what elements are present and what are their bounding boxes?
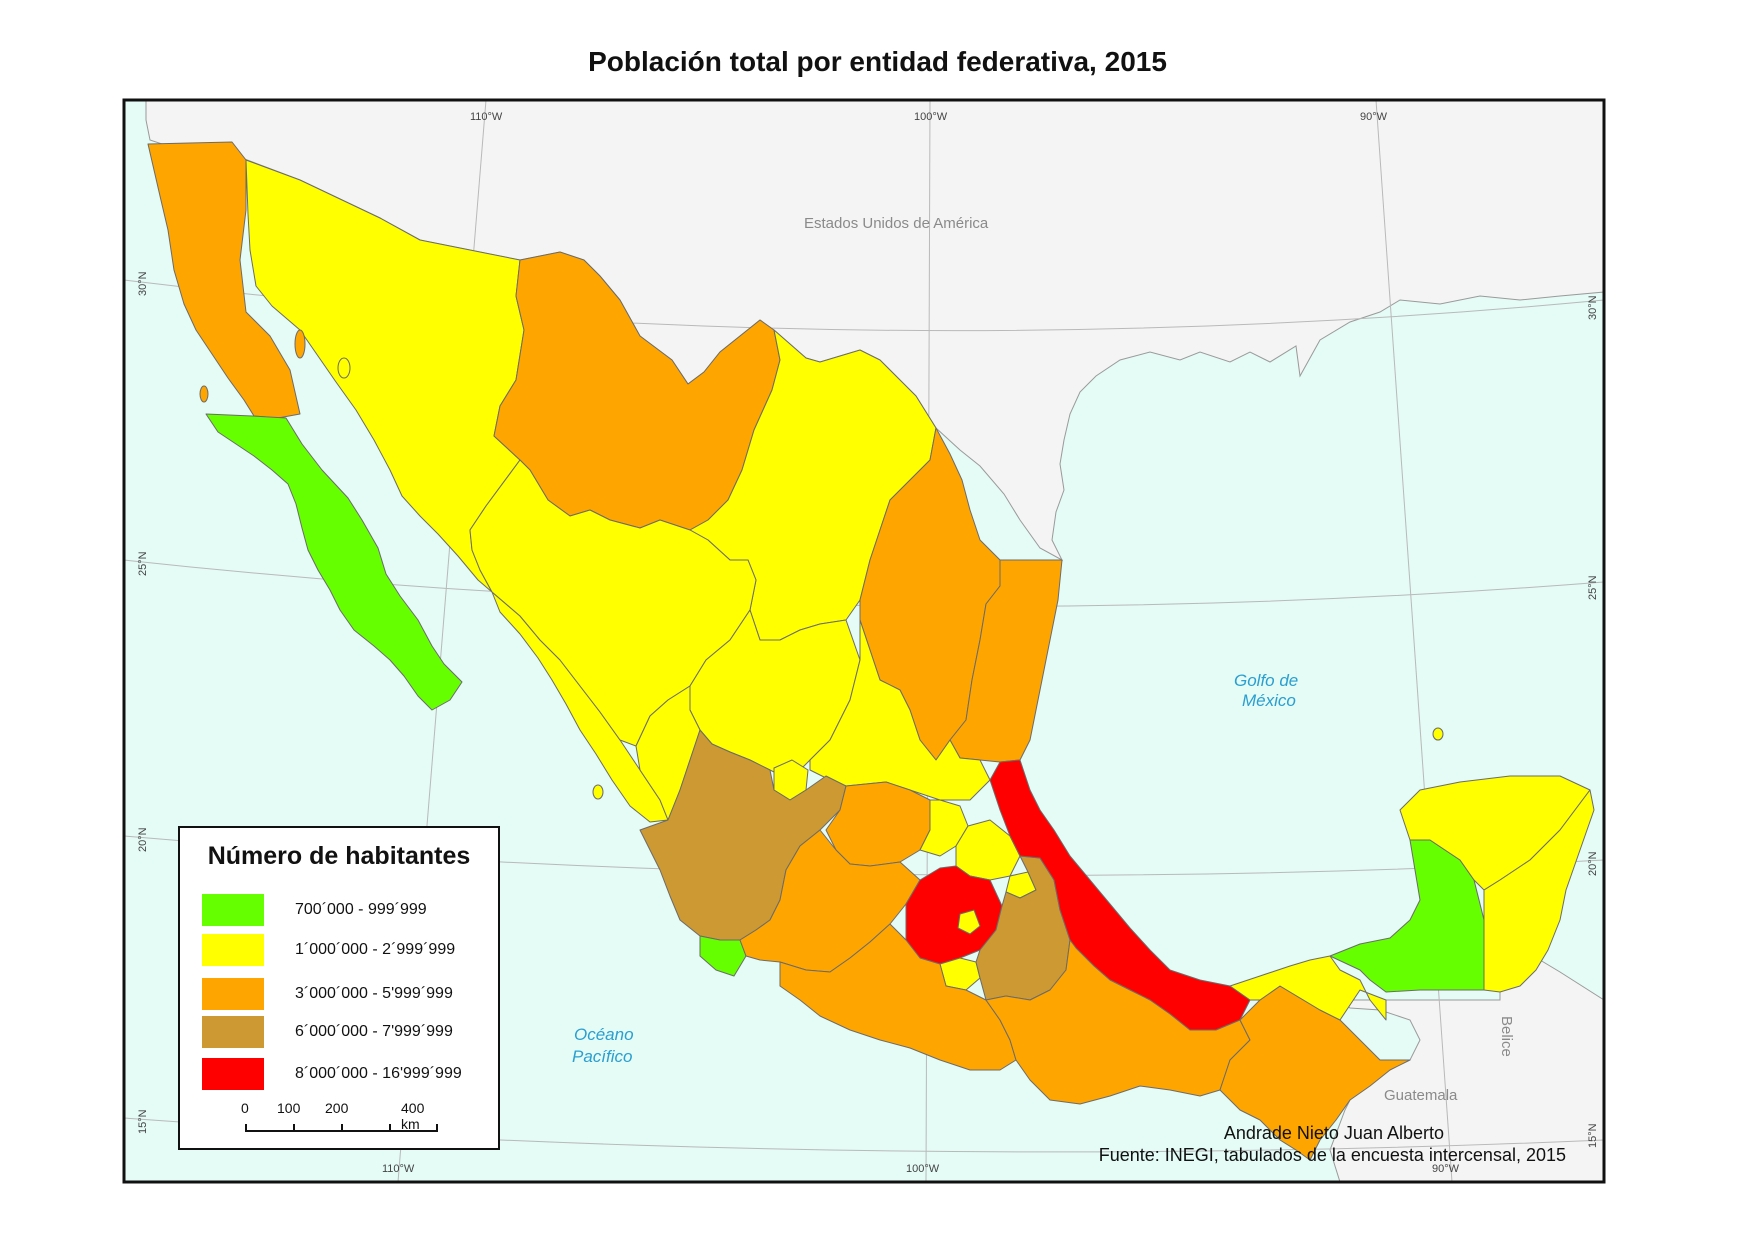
scale-tick <box>341 1124 343 1132</box>
island <box>337 357 351 379</box>
legend-item: 700´000 - 999´999 <box>202 894 492 926</box>
legend-title: Número de habitantes <box>207 842 471 870</box>
map-title: Población total por entidad federativa, … <box>588 46 1167 77</box>
scale-tick <box>436 1124 438 1132</box>
legend-item: 6´000´000 - 7'999´999 <box>202 1016 492 1048</box>
legend-item: 1´000´000 - 2´999´999 <box>202 934 492 966</box>
source-credit: Fuente: INEGI, tabulados de la encuesta … <box>1098 1145 1566 1165</box>
scale-label: 0 <box>241 1100 249 1116</box>
island <box>294 329 306 359</box>
lon-label-bottom: 100°W <box>906 1163 940 1175</box>
lat-label-left: 30°N <box>137 271 149 296</box>
island <box>592 784 604 800</box>
scale-label: 100 <box>277 1100 301 1116</box>
legend: Número de habitantes 700´000 - 999´999 1… <box>178 826 500 1150</box>
legend-swatch <box>202 978 264 1010</box>
state-colima <box>699 935 747 977</box>
lon-label-top: 100°W <box>914 111 948 123</box>
label-gulf-line2: México <box>1242 691 1296 710</box>
lat-label-left: 25°N <box>137 551 149 576</box>
island <box>1432 727 1444 741</box>
scale-tick <box>293 1124 295 1132</box>
legend-label: 700´000 - 999´999 <box>295 901 427 918</box>
lat-label-left: 15°N <box>137 1109 149 1134</box>
legend-swatch <box>202 1016 264 1048</box>
lon-label-bottom: 90°W <box>1432 1163 1460 1175</box>
legend-swatch <box>202 1058 264 1090</box>
label-usa: Estados Unidos de América <box>804 215 989 232</box>
scale-label: 400 km <box>401 1100 425 1132</box>
legend-label: 6´000´000 - 7'999´999 <box>295 1023 453 1040</box>
lat-label-right: 20°N <box>1587 851 1599 876</box>
legend-label: 3´000´000 - 5'999´999 <box>295 985 453 1002</box>
scale-tick <box>245 1124 247 1132</box>
islands <box>199 329 1444 800</box>
state-hidalgo <box>955 819 1021 881</box>
lon-label-top: 110°W <box>470 111 503 123</box>
label-belize: Belice <box>1498 1016 1515 1057</box>
state-tabasco <box>1229 955 1387 1021</box>
label-guatemala: Guatemala <box>1384 1087 1458 1104</box>
lat-label-left: 20°N <box>137 827 149 852</box>
author-credit: Andrade Nieto Juan Alberto <box>1223 1123 1444 1143</box>
lon-label-top: 90°W <box>1360 111 1388 123</box>
lon-label-bottom: 110°W <box>382 1163 415 1175</box>
lat-label-right: 25°N <box>1587 575 1599 600</box>
coordinate-labels: 110°W 100°W 90°W 110°W 100°W 90°W 30°N 2… <box>137 111 1599 1175</box>
lat-label-right: 15°N <box>1587 1123 1599 1148</box>
label-pacific-line2: Pacífico <box>572 1047 632 1066</box>
states-layer <box>147 141 1595 1161</box>
state-baja-california-sur <box>205 413 463 711</box>
map-frame <box>122 98 1606 1184</box>
state-guanajuato <box>825 781 931 867</box>
lat-label-right: 30°N <box>1587 295 1599 320</box>
scale-tick <box>389 1124 391 1132</box>
legend-label: 8´000´000 - 16'999´999 <box>295 1065 462 1082</box>
state-ciudad-de-mexico <box>957 909 981 935</box>
state-michoacan <box>739 829 921 973</box>
scale-label: 200 <box>325 1100 349 1116</box>
legend-item: 8´000´000 - 16'999´999 <box>202 1058 492 1090</box>
legend-swatch <box>202 934 264 966</box>
label-gulf-line1: Golfo de <box>1234 671 1298 690</box>
scale-bar: 0 100 200 400 km <box>235 1100 445 1140</box>
state-quintana-roo <box>1483 789 1595 993</box>
island <box>199 385 209 403</box>
legend-swatch <box>202 894 264 926</box>
label-pacific-line1: Océano <box>574 1025 634 1044</box>
state-san-luis-potosi <box>809 619 991 801</box>
legend-item: 3´000´000 - 5'999´999 <box>202 978 492 1010</box>
legend-label: 1´000´000 - 2´999´999 <box>295 941 456 958</box>
